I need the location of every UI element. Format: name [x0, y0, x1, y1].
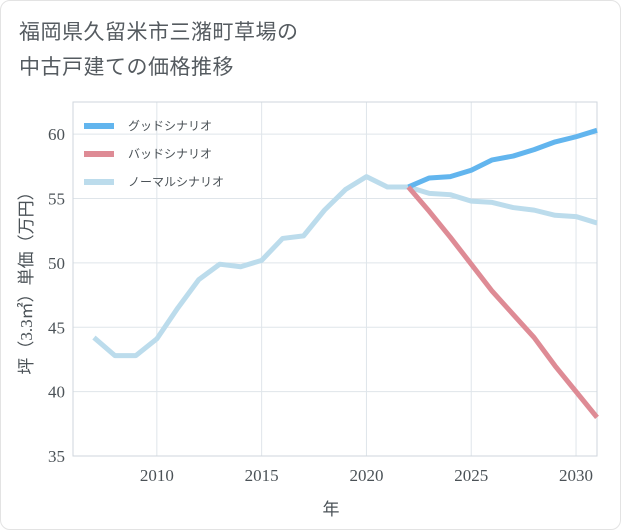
series-line-1: [406, 185, 599, 419]
series-line-0: [407, 127, 598, 190]
x-tick-label: 2030: [559, 466, 593, 485]
x-tick-label: 2015: [245, 466, 279, 485]
y-axis-label: 坪（3.3㎡）単価（万円）: [17, 183, 36, 374]
x-tick-label: 2010: [140, 466, 174, 485]
plot-area: [73, 102, 597, 456]
legend-label-1: バッドシナリオ: [128, 147, 212, 161]
y-tick-label: 40: [48, 383, 65, 402]
y-tick-label: 60: [48, 125, 65, 144]
chart-title-line2: 中古戸建ての価格推移: [19, 55, 234, 79]
series-line-2: [92, 174, 598, 359]
x-tick-label: 2025: [454, 466, 488, 485]
x-tick-label: 2020: [349, 466, 383, 485]
y-tick-label: 50: [48, 254, 65, 273]
chart-title: 福岡県久留米市三潴町草場の 中古戸建ての価格推移: [19, 15, 299, 85]
chart-title-line1: 福岡県久留米市三潴町草場の: [19, 20, 299, 44]
legend-label-2: ノーマルシナリオ: [128, 175, 224, 189]
legend-label-0: グッドシナリオ: [128, 119, 212, 133]
x-axis-label: 年: [323, 500, 340, 519]
y-tick-label: 55: [48, 190, 65, 209]
y-tick-label: 35: [48, 447, 65, 466]
y-tick-label: 45: [48, 318, 65, 337]
plot-frame: [72, 101, 598, 457]
